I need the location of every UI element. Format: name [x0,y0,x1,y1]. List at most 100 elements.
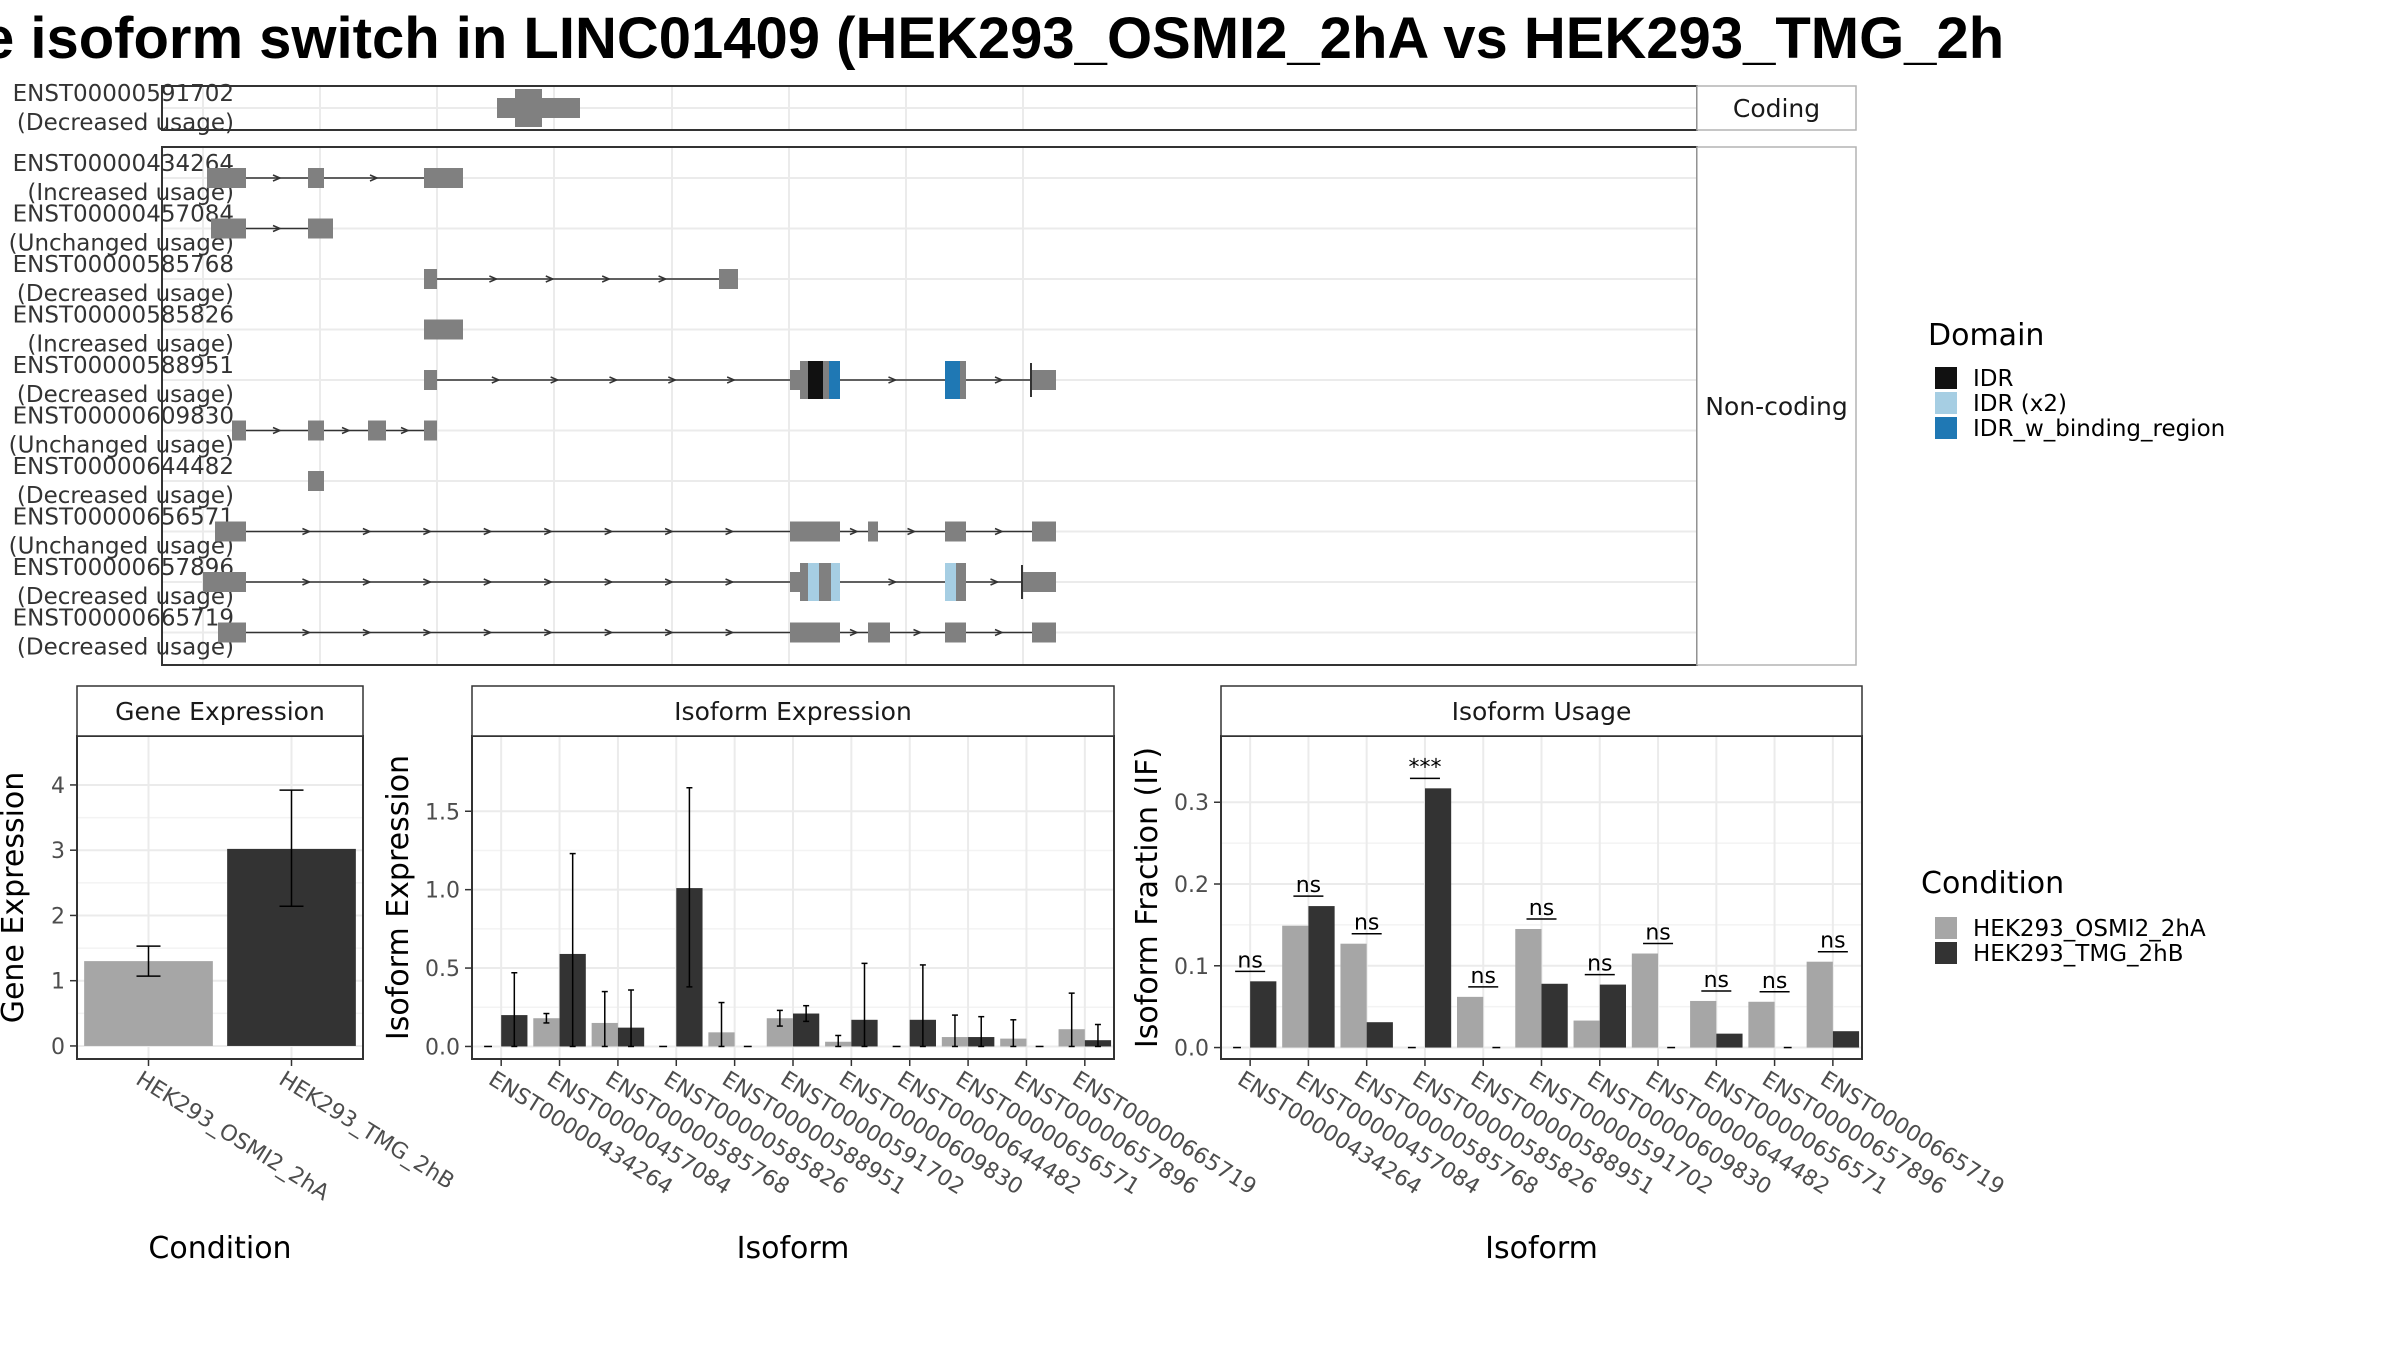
domain-legend-label: IDR (x2) [1973,391,2067,417]
exon [945,521,966,542]
transcript-id-label: ENST00000644482 [13,454,234,480]
domain-idr-x2 [808,563,819,601]
intron-arrow [489,275,499,283]
exon [232,420,246,441]
bar [1806,961,1833,1048]
intron-arrow [543,527,554,536]
significance-label: ns [1704,968,1729,993]
intron-arrow [302,578,312,586]
facet-strip [471,685,1115,737]
intron-arrow [423,628,433,637]
bar [1748,1001,1775,1048]
facet-strip-label: Non-coding [1705,392,1847,421]
transcript-id-label: ENST00000665719 [13,606,234,632]
intron-arrow [545,275,555,283]
facet-strip [1220,685,1863,737]
y-tick-label: 1.0 [425,879,460,904]
y-tick-label: 0.3 [1174,791,1209,816]
intron-arrow [604,527,614,536]
bar [1690,1000,1717,1048]
intron-arrow [907,527,917,536]
y-tick-label: 2 [51,904,65,929]
intron-arrow [272,426,282,435]
intron-arrow [400,426,410,435]
transcript-id-label: ENST00000588951 [13,353,234,379]
facet-strip [76,685,364,737]
y-tick-label: 4 [51,774,65,799]
significance-label: ns [1587,952,1612,977]
bar [1308,906,1335,1048]
exon [207,168,246,188]
y-axis-title: Isoform Expression [381,755,416,1040]
bar [1424,788,1452,1048]
bar [1457,996,1484,1048]
exon [1023,572,1056,592]
transcript-usage-label: (Unchanged usage) [9,433,234,459]
bar [1250,981,1277,1048]
intron-arrow [550,376,560,384]
transcript-id-label: ENST00000585768 [13,252,234,278]
intron-arrow [725,628,735,637]
domain-idr [808,361,823,399]
transcript-id-label: ENST00000657896 [13,555,234,581]
transcript-usage-label: (Decreased usage) [17,483,234,509]
intron-arrow [272,224,282,233]
y-tick-label: 0.2 [1174,873,1209,898]
intron-arrow [725,527,735,536]
exon [424,269,437,289]
facet-strip [1696,146,1857,666]
domain-legend-swatch [1935,417,1957,439]
intron-arrow [543,578,554,586]
bar [1832,1031,1860,1048]
intron-arrow [888,376,898,384]
x-axis-title: Isoform [737,1231,850,1266]
domain-legend-swatch [1935,367,1957,389]
intron-arrow [726,376,737,384]
exon [211,218,246,239]
bar [1515,928,1542,1048]
y-axis-title: Gene Expression [0,772,31,1024]
y-tick-label: 1.5 [425,800,460,825]
intron-arrow [604,578,614,586]
bar [1340,943,1367,1048]
intron-arrow [664,527,675,536]
transcript-usage-label: (Decreased usage) [17,584,234,610]
significance-label: *** [1408,755,1441,780]
transcript-id-label: ENST00000609830 [13,404,234,430]
significance-label: ns [1820,929,1845,954]
condition-legend-swatch [1935,942,1957,964]
intron-arrow [725,578,735,586]
intron-arrow [849,628,859,637]
transcript-id-label: ENST00000585826 [13,303,234,329]
intron-arrow [362,628,372,637]
intron-arrow [341,426,351,435]
intron-arrow [543,628,554,637]
facet-strip [1696,85,1857,131]
facet-strip-label: Coding [1733,94,1820,123]
exon [1032,622,1056,643]
isoform-usage-chart: ns ns ns *** ns ns ns ns ns ns ns Isoform Usage 0.0 0… [1130,685,2008,1266]
exon [790,622,840,643]
bar [1573,1020,1600,1048]
condition-legend-label: HEK293_OSMI2_2hA [1973,916,2206,942]
intron-arrow [664,578,675,586]
intron-arrow [302,628,312,637]
exon [218,622,246,643]
transcript-id-label: ENST00000457084 [13,202,234,228]
y-axis-title: Isoform Fraction (IF) [1130,747,1165,1048]
exon [790,521,840,542]
exon [945,622,966,643]
exon [308,218,333,239]
transcript-id-label: ENST00000656571 [13,505,234,531]
significance-label: ns [1354,911,1379,936]
intron-arrow [994,527,1004,536]
isoform-expression-chart: Isoform Expression0.00.51.01.5ENST000004… [381,685,1260,1266]
domain-legend-label: IDR_w_binding_region [1973,416,2225,442]
intron-arrow [362,578,372,586]
significance-label: ns [1237,948,1262,973]
domain-idr-w-binding-region [945,361,960,399]
domain-legend-title: Domain [1928,318,2044,353]
transcript-usage-label: (Increased usage) [27,332,234,358]
